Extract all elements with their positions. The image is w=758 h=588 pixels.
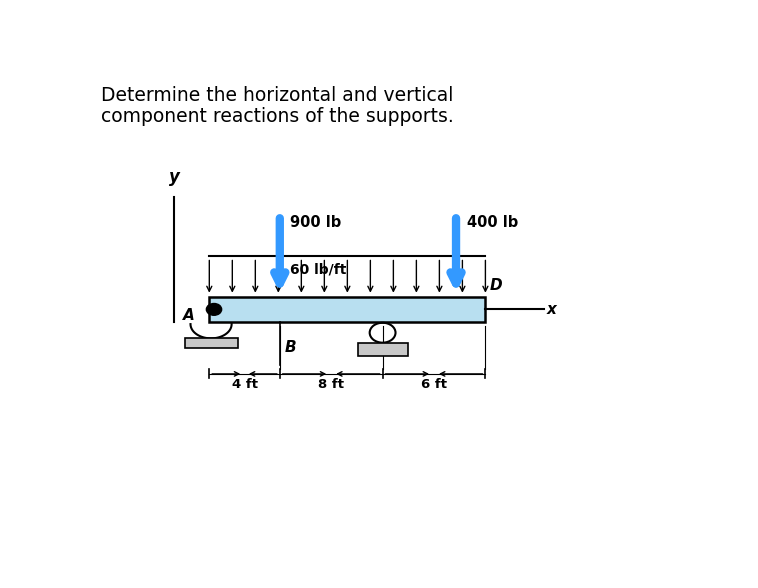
Text: 60 lb/ft: 60 lb/ft	[290, 263, 346, 277]
Text: 8 ft: 8 ft	[318, 377, 344, 390]
Bar	[209, 297, 485, 322]
Circle shape	[206, 303, 221, 315]
Text: Determine the horizontal and vertical: Determine the horizontal and vertical	[101, 86, 453, 105]
Text: A: A	[183, 308, 195, 323]
Text: 6 ft: 6 ft	[421, 377, 447, 390]
Bar	[358, 343, 408, 356]
Text: D: D	[490, 278, 503, 293]
Text: C: C	[377, 342, 388, 357]
Text: y: y	[168, 168, 180, 186]
Text: 400 lb: 400 lb	[467, 215, 518, 230]
Text: x: x	[547, 302, 557, 317]
Text: B: B	[284, 340, 296, 355]
Text: component reactions of the supports.: component reactions of the supports.	[101, 107, 453, 126]
Text: 4 ft: 4 ft	[231, 377, 258, 390]
Text: 900 lb: 900 lb	[290, 215, 342, 230]
Bar	[185, 338, 237, 348]
